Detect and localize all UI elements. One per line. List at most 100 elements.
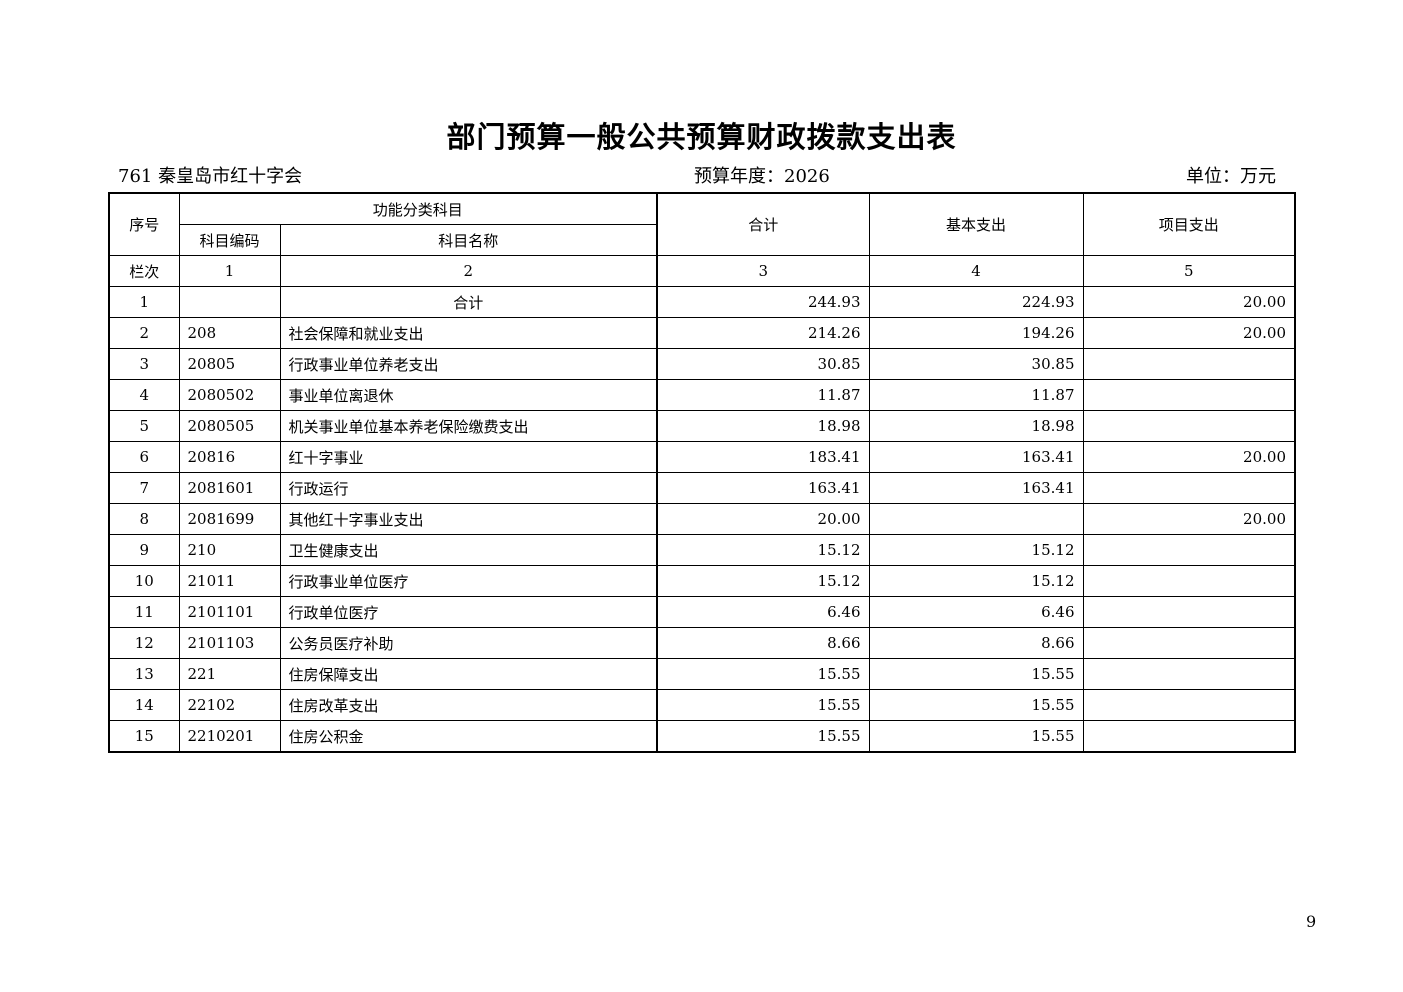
header-func-class: 功能分类科目	[178, 192, 658, 225]
row-seq: 10	[108, 565, 180, 597]
row-project	[1082, 410, 1296, 442]
row-total: 163.41	[656, 472, 870, 504]
row-seq: 2	[108, 317, 180, 349]
page-title: 部门预算一般公共预算财政拨款支出表	[446, 120, 957, 154]
row-total: 244.93	[656, 286, 870, 318]
header-row: 科目编码 科目名称	[109, 224, 1295, 256]
row-seq: 1	[108, 286, 180, 318]
table-row: 14 22102 住房改革支出 15.55 15.55	[108, 689, 1296, 721]
row-project	[1082, 472, 1296, 504]
header-total: 合计	[656, 192, 870, 256]
row-seq: 3	[108, 348, 180, 380]
row-total: 20.00	[656, 503, 870, 535]
row-basic	[868, 503, 1084, 535]
row-total: 15.12	[656, 534, 870, 566]
row-name: 社会保障和就业支出	[279, 317, 658, 349]
table-row: 1 合计 244.93 224.93 20.00	[108, 286, 1296, 318]
row-project	[1082, 379, 1296, 411]
table-row: 9 210 卫生健康支出 15.12 15.12	[108, 534, 1296, 566]
unit-name: 761 秦皇岛市红十字会	[118, 166, 303, 187]
row-total: 30.85	[656, 348, 870, 380]
row-seq: 5	[108, 410, 180, 442]
row-seq: 9	[108, 534, 180, 566]
row-code: 22102	[178, 689, 281, 721]
table-row: 12 2101103 公务员医疗补助 8.66 8.66	[108, 627, 1296, 659]
table-row: 10 21011 行政事业单位医疗 15.12 15.12	[108, 565, 1296, 597]
row-name: 住房公积金	[279, 720, 658, 753]
row-seq: 8	[108, 503, 180, 535]
row-basic: 224.93	[868, 286, 1084, 318]
row-project	[1082, 627, 1296, 659]
row-name: 行政事业单位养老支出	[279, 348, 658, 380]
row-project	[1082, 720, 1296, 753]
row-project: 20.00	[1082, 317, 1296, 349]
header-row: 序号 功能分类科目 合计 基本支出 项目支出	[108, 192, 1296, 256]
row-project	[1082, 348, 1296, 380]
row-seq: 14	[108, 689, 180, 721]
row-basic: 15.12	[868, 534, 1084, 566]
row-total: 6.46	[656, 596, 870, 628]
row-project	[1082, 596, 1296, 628]
row-basic: 163.41	[868, 441, 1084, 473]
table-row: 4 2080502 事业单位离退休 11.87 11.87	[108, 379, 1296, 411]
row-basic: 15.55	[868, 720, 1084, 753]
row-code: 210	[178, 534, 281, 566]
row-basic: 15.55	[868, 689, 1084, 721]
row-basic: 194.26	[868, 317, 1084, 349]
budget-year: 预算年度：2026	[694, 166, 830, 187]
column-index-label: 栏次	[108, 255, 180, 287]
row-code: 2081601	[178, 472, 281, 504]
page-number: 9	[1306, 912, 1317, 931]
row-total: 8.66	[656, 627, 870, 659]
row-code: 221	[178, 658, 281, 690]
row-basic: 11.87	[868, 379, 1084, 411]
unit-label: 单位：万元	[1186, 166, 1276, 187]
header-seq: 序号	[108, 192, 180, 256]
row-project: 20.00	[1082, 441, 1296, 473]
row-seq: 4	[108, 379, 180, 411]
row-total: 15.55	[656, 658, 870, 690]
row-basic: 18.98	[868, 410, 1084, 442]
row-code	[178, 286, 281, 318]
budget-table: 序号 功能分类科目 合计 基本支出 项目支出 科目编码 科目名称 栏次 1 2 …	[108, 192, 1296, 753]
row-code: 2210201	[178, 720, 281, 753]
row-total: 214.26	[656, 317, 870, 349]
table-row: 5 2080505 机关事业单位基本养老保险缴费支出 18.98 18.98	[108, 410, 1296, 442]
header-name: 科目名称	[279, 224, 658, 256]
row-name: 住房改革支出	[279, 689, 658, 721]
table-row: 2 208 社会保障和就业支出 214.26 194.26 20.00	[108, 317, 1296, 349]
row-name: 行政事业单位医疗	[279, 565, 658, 597]
row-total: 15.55	[656, 689, 870, 721]
table-row: 6 20816 红十字事业 183.41 163.41 20.00	[108, 441, 1296, 473]
table-row: 11 2101101 行政单位医疗 6.46 6.46	[108, 596, 1296, 628]
column-index: 5	[1082, 255, 1296, 287]
table-row: 15 2210201 住房公积金 15.55 15.55	[108, 720, 1296, 753]
column-index-row: 栏次 1 2 3 4 5	[108, 255, 1296, 287]
row-name: 行政单位医疗	[279, 596, 658, 628]
row-name: 其他红十字事业支出	[279, 503, 658, 535]
row-seq: 6	[108, 441, 180, 473]
row-seq: 13	[108, 658, 180, 690]
row-name: 行政运行	[279, 472, 658, 504]
header-code: 科目编码	[178, 224, 281, 256]
row-name: 公务员医疗补助	[279, 627, 658, 659]
row-seq: 11	[108, 596, 180, 628]
row-project: 20.00	[1082, 286, 1296, 318]
column-index: 2	[279, 255, 658, 287]
row-project	[1082, 689, 1296, 721]
row-seq: 7	[108, 472, 180, 504]
column-index: 1	[178, 255, 281, 287]
row-total: 183.41	[656, 441, 870, 473]
row-basic: 30.85	[868, 348, 1084, 380]
row-code: 20816	[178, 441, 281, 473]
table-row: 13 221 住房保障支出 15.55 15.55	[108, 658, 1296, 690]
row-code: 2080505	[178, 410, 281, 442]
row-name: 住房保障支出	[279, 658, 658, 690]
column-index: 3	[656, 255, 870, 287]
row-project: 20.00	[1082, 503, 1296, 535]
header-project: 项目支出	[1082, 192, 1296, 256]
row-seq: 12	[108, 627, 180, 659]
row-code: 2101101	[178, 596, 281, 628]
row-project	[1082, 658, 1296, 690]
row-name: 卫生健康支出	[279, 534, 658, 566]
